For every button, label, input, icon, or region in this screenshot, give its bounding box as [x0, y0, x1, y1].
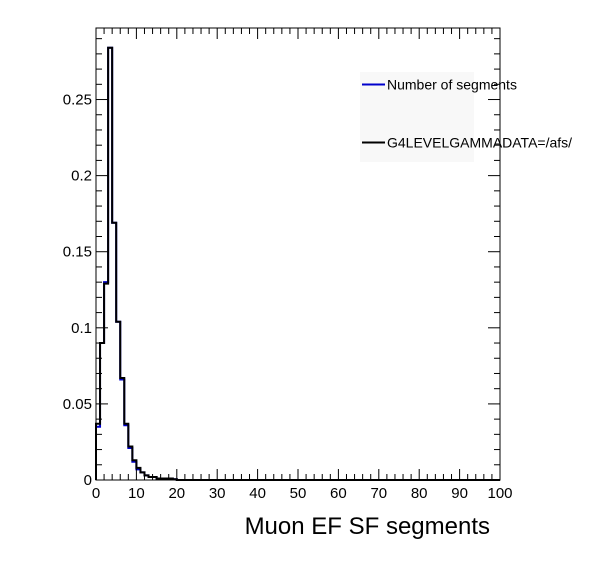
x-tick-label: 100	[487, 485, 512, 502]
x-axis-label: Muon EF SF segments	[245, 513, 490, 540]
y-tick-label: 0.1	[71, 320, 92, 337]
x-tick-label: 40	[249, 485, 266, 502]
histogram-series-1	[95, 46, 500, 481]
y-tick-label: 0.2	[71, 168, 92, 185]
y-tick-label: 0	[84, 472, 92, 489]
legend-box	[360, 72, 474, 162]
y-tick-label: 0.05	[63, 396, 92, 413]
x-tick-label: 50	[290, 485, 307, 502]
legend-label-g4levelgammadata: G4LEVELGAMMADATA=/afs/	[387, 135, 572, 151]
x-axis: 0 10 20 30 40 50 60 70 80 90 100	[92, 28, 513, 502]
x-tick-label: 30	[209, 485, 226, 502]
x-tick-label: 70	[370, 485, 387, 502]
legend: Number of segments G4LEVELGAMMADATA=/afs…	[360, 72, 572, 162]
y-tick-label: 0.25	[63, 92, 92, 109]
legend-label-number-of-segments: Number of segments	[387, 77, 517, 93]
x-tick-label: 90	[451, 485, 468, 502]
series-layer	[95, 46, 500, 481]
y-tick-label: 0.15	[63, 244, 92, 261]
x-tick-label: 80	[411, 485, 428, 502]
x-tick-label: 20	[168, 485, 185, 502]
x-tick-label: 0	[92, 485, 100, 502]
x-tick-label: 60	[330, 485, 347, 502]
y-axis: 0 0.05 0.1 0.15 0.2 0.25	[63, 38, 500, 489]
x-tick-label: 10	[128, 485, 145, 502]
